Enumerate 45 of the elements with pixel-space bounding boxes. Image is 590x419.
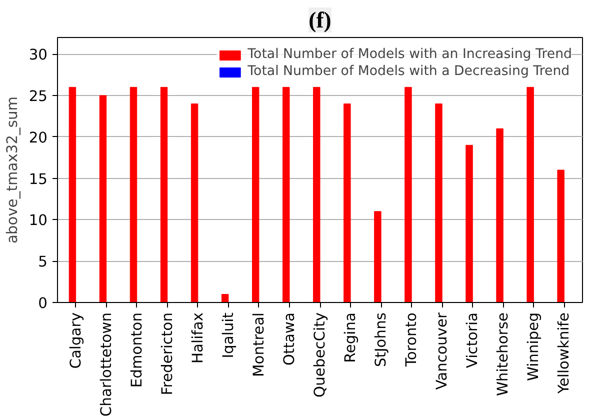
x-tick-label: Winnipeg — [525, 312, 542, 382]
x-tick-label: Yellowknife — [556, 312, 573, 395]
legend-label: Total Number of Models with an Increasing Trend — [248, 47, 572, 62]
bar — [252, 86, 260, 302]
bar — [221, 294, 229, 302]
bar — [99, 95, 107, 302]
y-tick-label: 20 — [28, 129, 48, 146]
bar — [557, 170, 564, 302]
x-tick-label: Halifax — [189, 312, 206, 364]
bar — [313, 86, 320, 302]
bar — [68, 86, 76, 302]
bar — [160, 86, 168, 302]
bar — [496, 128, 504, 302]
bar — [282, 86, 290, 302]
y-tick-label: 5 — [38, 254, 48, 271]
bar — [435, 104, 442, 302]
x-tick-label: StJohns — [372, 312, 390, 368]
x-tick-label: QuebecCity — [312, 312, 328, 398]
x-tick-label: Edmonton — [128, 312, 146, 388]
x-tick-label: Montreal — [250, 312, 268, 377]
y-tick-label: 0 — [38, 295, 48, 312]
y-tick-label: 30 — [28, 46, 48, 64]
y-tick-label: 25 — [28, 88, 48, 105]
chart-title: (f) — [308, 8, 332, 32]
bar — [374, 211, 382, 302]
y-axis-title: above_tmax32_sum — [4, 96, 21, 244]
x-tick-label: Iqaluit — [220, 312, 237, 358]
bar — [466, 144, 473, 302]
bar — [526, 86, 534, 302]
x-tick-label: Regina — [342, 312, 360, 363]
x-tick-label: Victoria — [464, 312, 482, 368]
y-tick-label: 15 — [28, 170, 48, 188]
x-tick-label: Vancouver — [434, 312, 451, 390]
bar — [344, 104, 351, 302]
x-tick-label: Fredericton — [158, 312, 176, 396]
x-tick-label: Whitehorse — [494, 312, 512, 396]
y-tick-label: 10 — [28, 212, 48, 230]
x-tick-label: Charlottetown — [98, 312, 115, 417]
x-tick-label: Ottawa — [280, 312, 298, 366]
legend-label: Total Number of Models with a Decreasing Trend — [248, 64, 570, 79]
x-tick-label: Calgary — [67, 312, 84, 369]
x-tick-label: Toronto — [403, 312, 420, 368]
bar — [404, 86, 412, 302]
bar — [190, 104, 198, 302]
bar — [130, 86, 138, 302]
